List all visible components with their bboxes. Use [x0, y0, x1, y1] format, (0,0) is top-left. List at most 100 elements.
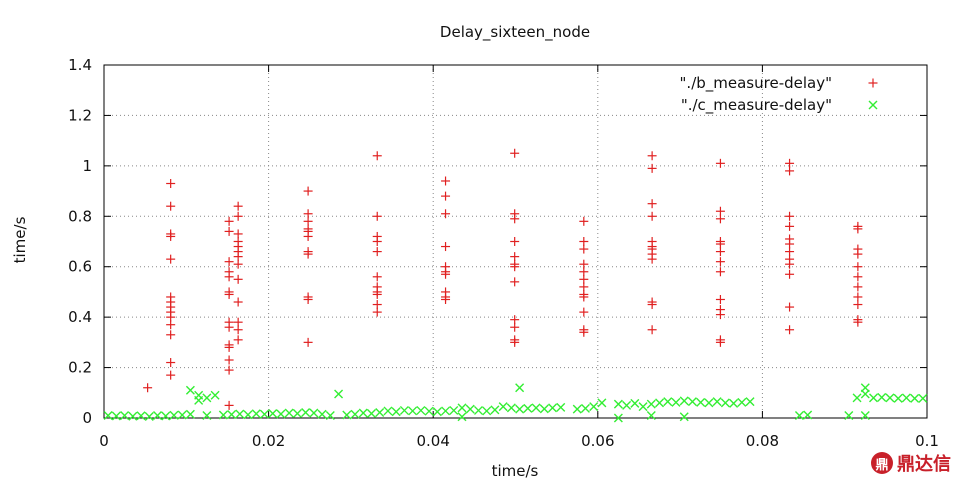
c-measure-delay-point [358, 408, 368, 418]
b-measure-delay-point [441, 209, 451, 219]
b-measure-delay-point [510, 148, 520, 158]
c-measure-delay-point [416, 405, 426, 415]
b-measure-delay-point [579, 244, 589, 254]
b-measure-delay-point [785, 221, 795, 231]
legend-marker-cross [868, 100, 878, 110]
b-measure-delay-point [715, 337, 725, 347]
c-measure-delay-point [655, 398, 665, 408]
c-measure-delay-point [309, 408, 319, 418]
b-measure-delay-point [224, 365, 234, 375]
x-tick-label: 0 [99, 432, 109, 450]
c-measure-delay-point [572, 404, 582, 414]
c-measure-delay-point [852, 393, 862, 403]
b-measure-delay-point [441, 269, 451, 279]
b-measure-delay-point [224, 322, 234, 332]
b-measure-delay-point [853, 272, 863, 282]
b-measure-delay-point [715, 247, 725, 257]
b-measure-delay-point [224, 216, 234, 226]
c-measure-delay-point [235, 409, 245, 419]
b-measure-delay-point [143, 383, 153, 393]
b-measure-delay-point [647, 211, 657, 221]
c-measure-delay-point [490, 405, 500, 415]
c-measure-delay-point [185, 409, 195, 419]
c-measure-delay-point [465, 404, 475, 414]
legend-marker-plus [868, 78, 878, 88]
x-axis-title: time/s [492, 462, 539, 480]
c-measure-delay-point [482, 406, 492, 416]
x-tick-label: 0.1 [915, 432, 939, 450]
b-measure-delay-point [785, 211, 795, 221]
b-measure-delay-point [441, 294, 451, 304]
b-measure-delay-point [579, 259, 589, 269]
c-measure-delay-point [292, 408, 302, 418]
c-measure-delay-point [901, 393, 911, 403]
b-measure-delay-point [233, 211, 243, 221]
c-measure-delay-point [259, 409, 269, 419]
legend-label-b-measure-delay: "./b_measure-delay" [680, 74, 832, 93]
c-measure-delay-point [251, 409, 261, 419]
b-measure-delay-point [372, 272, 382, 282]
c-measure-delay-point [515, 404, 525, 414]
c-measure-delay-point [720, 398, 730, 408]
b-measure-delay-point [166, 358, 176, 368]
x-tick-label: 0.02 [252, 432, 285, 450]
c-measure-delay-point [432, 407, 442, 417]
b-measure-delay-point [166, 179, 176, 189]
c-measure-delay-point [449, 405, 459, 415]
c-measure-delay-point [613, 399, 623, 409]
b-measure-delay-point [233, 252, 243, 262]
c-measure-delay-point [580, 403, 590, 413]
c-measure-delay-point [169, 410, 179, 420]
b-measure-delay-point [579, 237, 589, 246]
plot-area-frame [103, 64, 928, 419]
c-measure-delay-point [120, 410, 130, 420]
x-tick-label: 0.08 [746, 432, 779, 450]
b-measure-delay-point [166, 320, 176, 330]
c-measure-delay-point [218, 410, 228, 420]
b-measure-delay-point [853, 292, 863, 302]
y-tick-label: 0.4 [68, 308, 92, 326]
b-measure-delay-point [715, 310, 725, 320]
b-measure-delay-point [785, 166, 795, 176]
b-measure-delay-point [166, 231, 176, 241]
b-measure-delay-point [224, 272, 234, 282]
c-measure-delay-point [548, 403, 558, 413]
b-measure-delay-point [233, 229, 243, 239]
c-measure-delay-point [185, 385, 195, 395]
c-measure-delay-point [679, 412, 689, 422]
b-measure-delay-point [233, 297, 243, 307]
y-tick-label: 0 [82, 409, 92, 427]
c-measure-delay-point [334, 389, 344, 399]
b-measure-delay-point [372, 237, 382, 246]
b-measure-delay-point [510, 237, 520, 246]
b-measure-delay-point [785, 247, 795, 257]
y-tick-label: 0.2 [68, 359, 92, 377]
c-measure-delay-point [646, 410, 656, 420]
legend: "./b_measure-delay" "./c_measure-delay" [680, 74, 878, 115]
c-measure-delay-point [589, 402, 599, 412]
b-measure-delay-point [303, 209, 313, 219]
c-measure-delay-point [638, 402, 648, 412]
b-measure-delay-point [372, 151, 382, 161]
b-measure-delay-point [715, 158, 725, 168]
b-measure-delay-point [647, 199, 657, 209]
c-measure-delay-point [366, 408, 376, 418]
b-measure-delay-point [579, 307, 589, 317]
c-measure-delay-point [325, 410, 335, 420]
y-tick-label: 1.4 [68, 56, 92, 74]
c-measure-delay-point [136, 411, 146, 421]
c-measure-delay-point [671, 397, 681, 407]
c-measure-delay-point [375, 407, 385, 417]
c-measure-delay-point [111, 411, 121, 421]
c-measure-delay-point [729, 398, 739, 408]
b-measure-delay-point [715, 239, 725, 249]
c-measure-delay-point [704, 398, 714, 408]
b-measure-delay-point [647, 325, 657, 335]
c-measure-delay-point [144, 411, 154, 421]
b-measure-delay-point [233, 201, 243, 211]
c-measure-delay-point [391, 407, 401, 417]
b-measure-delay-point [853, 262, 863, 272]
b-measure-delay-point [224, 342, 234, 352]
legend-label-c-measure-delay: "./c_measure-delay" [681, 96, 832, 115]
c-measure-delay-point [687, 397, 697, 407]
